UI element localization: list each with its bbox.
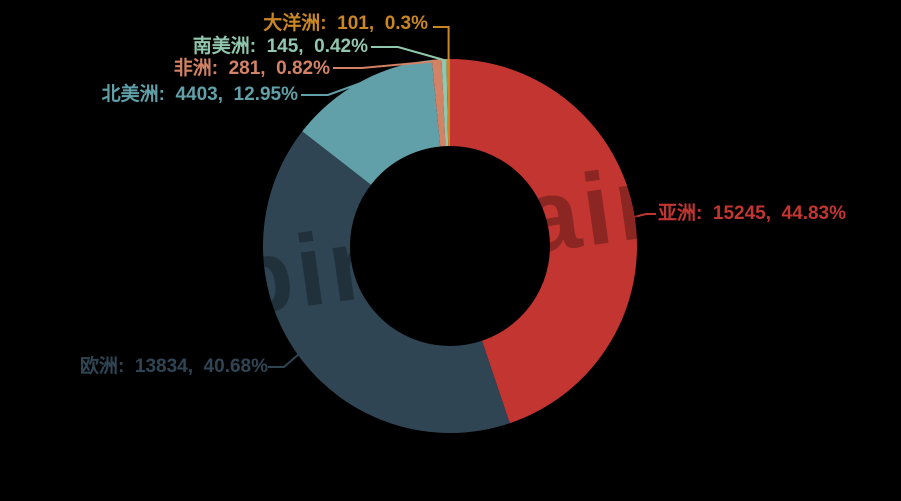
- pie-slice-africa[interactable]: [431, 59, 446, 147]
- slice-label-oceania: 大洋洲: 101, 0.3%: [263, 13, 428, 34]
- slice-label-south-america: 南美洲: 145, 0.42%: [192, 36, 368, 57]
- leader-line-europe: [268, 353, 300, 368]
- slice-label-north-america: 北美洲: 4403, 12.95%: [101, 84, 298, 105]
- leader-line-south-america: [371, 46, 445, 61]
- pie-slice-asia[interactable]: [450, 59, 638, 424]
- leader-line-north-america: [301, 82, 362, 96]
- pie-slice-oceania[interactable]: [446, 58, 450, 147]
- leader-line-asia: [633, 213, 656, 218]
- leader-line-oceania: [433, 26, 450, 59]
- pie-slice-europe[interactable]: [262, 131, 510, 434]
- slice-label-europe: 欧洲: 13834, 40.68%: [80, 356, 268, 377]
- leader-line-africa: [333, 60, 439, 69]
- pie-slice-north-america[interactable]: [302, 59, 441, 185]
- slice-label-asia: 亚洲: 15245, 44.83%: [658, 203, 846, 224]
- slice-label-africa: 非洲: 281, 0.82%: [173, 58, 330, 79]
- pie-slice-south-america[interactable]: [441, 59, 449, 147]
